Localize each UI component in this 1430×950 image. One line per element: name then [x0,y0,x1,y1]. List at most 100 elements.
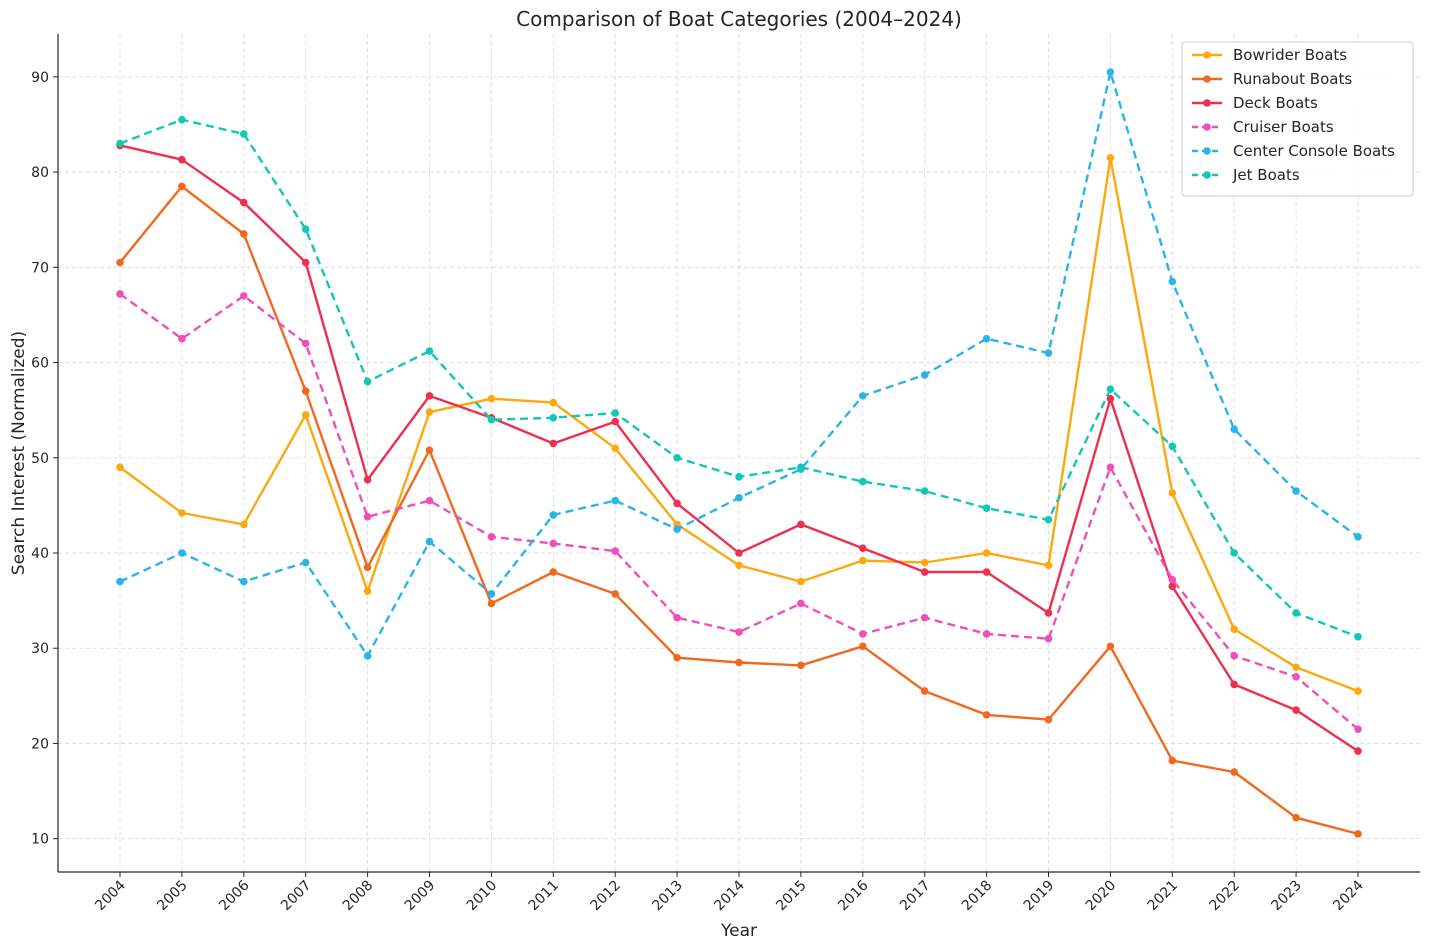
data-point-deck-boats [611,417,619,426]
data-point-bowrider-boats [920,558,929,567]
x-axis-ticks: 2004 2005 2006 2007 2008 2009 2010 2011 2012 2013… [92,872,1367,914]
data-point-bowrider-boats [982,549,991,557]
y-tick-label: 40 [31,546,49,562]
data-point-jet-boats [1168,442,1177,451]
legend-box [1181,41,1414,197]
x-tick-label: 2024 [1330,877,1367,914]
data-point-bowrider-boats [1230,625,1238,633]
data-point-cruiser-boats [1354,725,1362,733]
data-point-runabout-boats [363,563,372,572]
data-point-cruiser-boats [363,513,372,521]
x-tick-label: 2004 [92,877,129,914]
legend-swatch-marker [1203,51,1211,59]
x-tick-label: 2006 [216,877,253,914]
data-point-center-console-boats [549,511,558,519]
data-point-center-console-boats [1230,425,1238,433]
x-tick-label: 2022 [1207,878,1244,915]
data-point-deck-boats [735,549,743,557]
data-point-deck-boats [301,258,310,267]
data-point-cruiser-boats [487,533,496,541]
legend-swatch-marker [1203,99,1211,107]
data-point-center-console-boats [1106,68,1115,76]
y-axis-ticks: 10 20 30 40 50 60 70 80 90 [31,70,58,848]
data-point-jet-boats [1106,385,1115,393]
data-point-cruiser-boats [1168,575,1177,584]
data-point-runabout-boats [735,658,743,667]
y-axis-label: Search Interest (Normalized) [9,331,29,575]
legend-label: Runabout Boats [1233,70,1352,88]
data-point-runabout-boats [1292,813,1300,822]
x-tick-label: 2007 [278,878,315,915]
data-point-bowrider-boats [178,509,186,517]
data-point-center-console-boats [1354,533,1362,541]
data-point-runabout-boats [487,599,496,608]
data-point-jet-boats [1354,632,1362,641]
data-point-center-console-boats [611,496,619,505]
data-point-center-console-boats [363,652,372,660]
data-point-runabout-boats [1106,642,1115,651]
data-point-runabout-boats [178,182,186,191]
data-point-cruiser-boats [920,613,929,622]
data-point-bowrider-boats [487,394,496,403]
data-point-bowrider-boats [240,520,248,529]
data-point-jet-boats [549,413,558,422]
series-jet-boats [116,115,1362,641]
data-point-cruiser-boats [1106,463,1115,472]
data-point-jet-boats [797,463,805,472]
data-point-runabout-boats [859,642,867,651]
data-point-runabout-boats [920,687,929,695]
data-point-deck-boats [1354,747,1362,755]
data-point-center-console-boats [1044,349,1053,357]
y-tick-label: 90 [31,70,49,86]
x-tick-label: 2014 [711,877,748,914]
series-center-console-boats [116,68,1362,660]
data-point-bowrider-boats [1044,561,1053,570]
y-tick-label: 10 [31,832,49,848]
data-point-center-console-boats [425,537,434,546]
data-point-jet-boats [673,453,681,462]
data-point-center-console-boats [487,590,496,598]
data-point-runabout-boats [240,230,248,238]
data-point-bowrider-boats [735,561,743,570]
data-point-runabout-boats [549,568,558,576]
y-tick-label: 30 [31,641,49,657]
data-point-jet-boats [1292,609,1300,617]
y-tick-label: 60 [31,356,49,372]
data-point-runabout-boats [1354,830,1362,838]
data-point-deck-boats [1292,706,1300,714]
data-point-deck-boats [178,155,186,164]
data-point-center-console-boats [240,577,248,586]
series-group [116,68,1362,838]
data-point-deck-boats [797,520,805,529]
data-point-runabout-boats [301,387,310,395]
data-point-cruiser-boats [116,290,124,298]
data-point-jet-boats [920,487,929,495]
x-tick-label: 2015 [773,878,810,915]
series-line-cruiser-boats [119,293,1359,731]
data-point-deck-boats [1106,394,1115,403]
data-point-center-console-boats [1292,487,1300,495]
data-point-runabout-boats [1044,715,1053,724]
x-tick-label: 2009 [402,878,439,915]
data-point-bowrider-boats [1354,687,1362,695]
series-deck-boats [116,141,1362,755]
data-point-center-console-boats [301,558,310,567]
data-point-deck-boats [920,568,929,576]
data-point-cruiser-boats [673,613,681,622]
data-point-deck-boats [363,475,372,484]
data-point-bowrider-boats [1292,663,1300,672]
x-tick-label: 2023 [1268,878,1305,915]
grid [58,34,1420,872]
legend-label: Cruiser Boats [1233,118,1334,136]
legend-swatch-marker [1203,123,1211,131]
data-point-center-console-boats [1168,277,1177,286]
y-tick-label: 50 [31,451,49,467]
data-point-cruiser-boats [797,599,805,608]
data-point-runabout-boats [611,590,619,598]
data-point-cruiser-boats [859,630,867,638]
data-point-cruiser-boats [1292,672,1300,681]
series-cruiser-boats [116,290,1362,733]
data-point-cruiser-boats [240,292,248,300]
data-point-jet-boats [1044,515,1053,524]
data-point-runabout-boats [982,711,991,719]
